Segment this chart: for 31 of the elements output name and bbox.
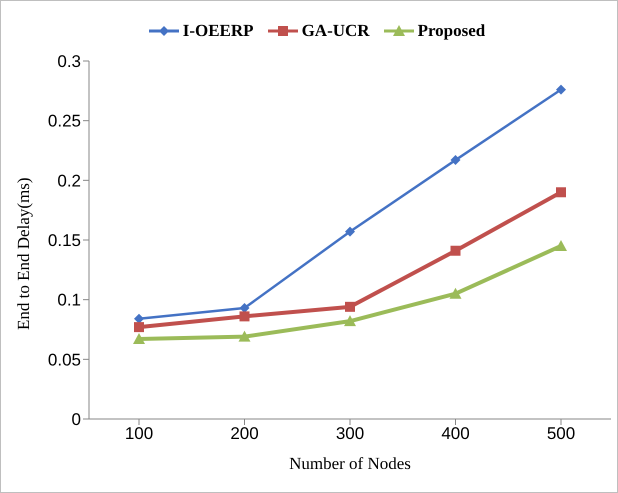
y-tick-label: 0: [72, 410, 81, 430]
point: [134, 314, 144, 324]
point: [240, 311, 250, 322]
y-tick-label: 0.2: [57, 171, 81, 190]
y-tick-label: 0.15: [48, 231, 81, 250]
point: [555, 240, 567, 251]
y-axis-title: End to End Delay(ms): [14, 178, 34, 330]
x-axis-title: Number of Nodes: [289, 454, 411, 473]
point: [450, 155, 460, 166]
point: [345, 226, 355, 237]
point: [345, 302, 355, 312]
x-tick-label: 400: [441, 424, 470, 444]
point: [344, 315, 356, 326]
y-tick-label: 0.3: [57, 52, 81, 72]
y-tick-label: 0.05: [48, 350, 81, 370]
point: [556, 187, 566, 198]
y-tick-label: 0.25: [48, 112, 81, 131]
x-tick-label: 300: [336, 424, 364, 444]
point: [556, 84, 566, 95]
point: [450, 288, 462, 299]
y-tick-label: 0.1: [57, 290, 81, 310]
point: [450, 246, 460, 256]
x-tick-label: 100: [124, 424, 154, 444]
x-tick-label: 500: [546, 424, 576, 444]
x-tick-label: 200: [230, 424, 259, 444]
point: [134, 322, 144, 332]
legend-label: GA-UCR: [302, 21, 370, 41]
point: [238, 330, 250, 342]
point: [133, 333, 145, 344]
legend-label: Proposed: [418, 21, 486, 41]
legend-label: I-OEERP: [182, 21, 254, 41]
